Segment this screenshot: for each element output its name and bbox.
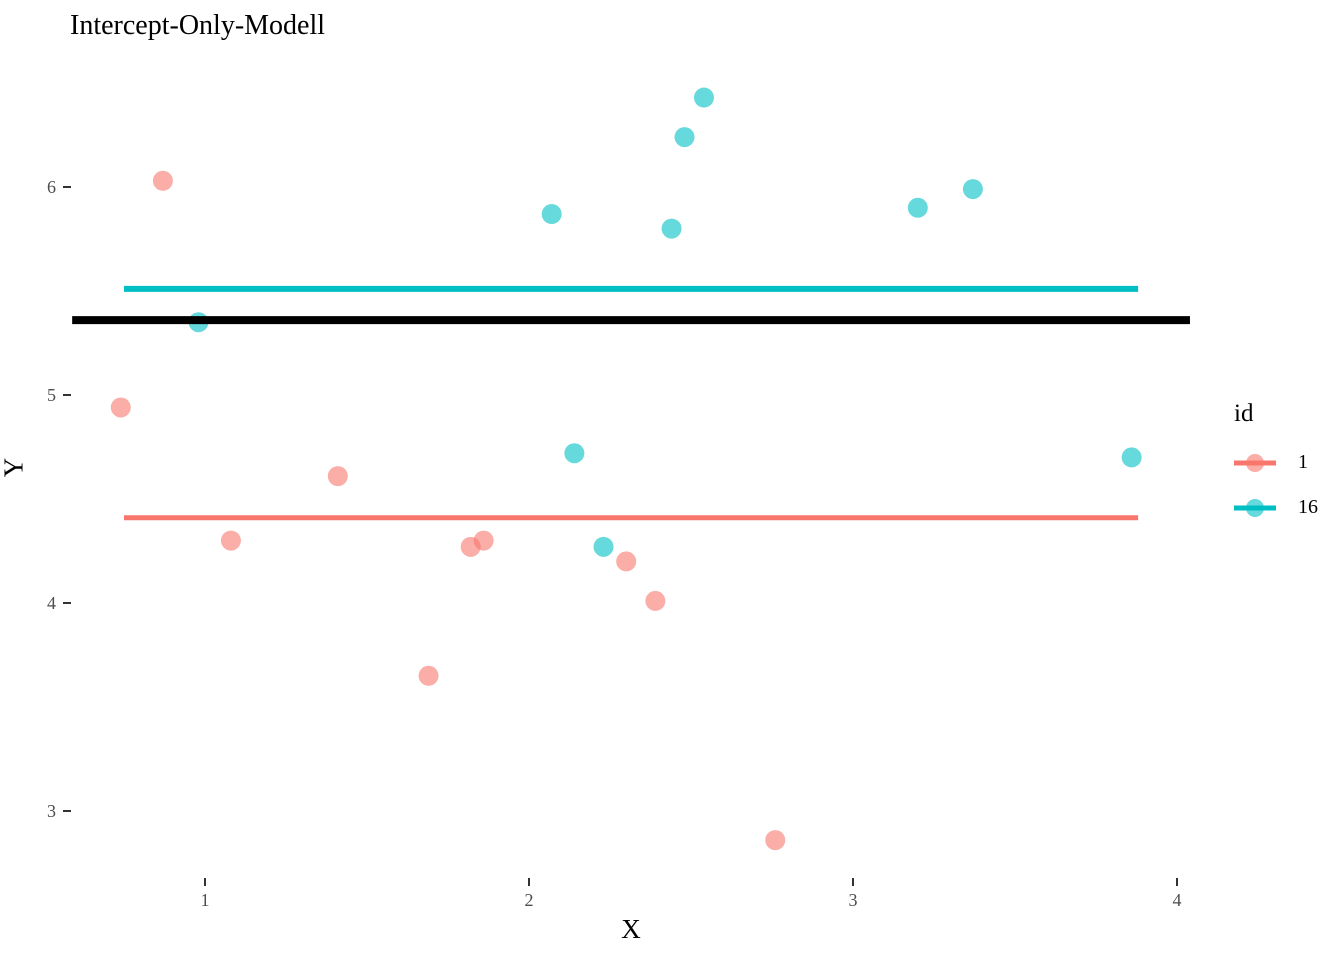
data-point-id-16 xyxy=(674,127,695,148)
data-point-id-1 xyxy=(616,551,637,572)
data-point-id-1 xyxy=(220,530,241,551)
x-axis-tick-label: 4 xyxy=(1173,890,1182,910)
y-axis-tick-label: 4 xyxy=(47,593,56,613)
data-point-id-1 xyxy=(645,590,666,611)
data-point-id-1 xyxy=(110,397,131,418)
legend-entry-id-16: 16 xyxy=(1228,485,1318,530)
x-axis-tick-label: 3 xyxy=(849,890,858,910)
x-axis-tick-label: 2 xyxy=(525,890,534,910)
y-axis-title: Y xyxy=(0,457,29,478)
data-point-id-16 xyxy=(541,204,562,225)
legend: id 1 16 xyxy=(1228,400,1318,530)
legend-key-id-1 xyxy=(1234,451,1276,475)
data-point-id-16 xyxy=(661,218,682,239)
legend-entry-label: 1 xyxy=(1298,451,1308,473)
legend-title: id xyxy=(1234,400,1254,427)
y-axis-tick-label: 3 xyxy=(47,801,56,821)
y-axis-tick-label: 6 xyxy=(47,177,56,197)
chart-title: Intercept-Only-Modell xyxy=(70,10,326,41)
data-point-id-1 xyxy=(152,170,173,191)
data-point-id-16 xyxy=(564,443,585,464)
y-axis-tick-label: 5 xyxy=(47,385,56,405)
data-point-id-16 xyxy=(962,179,983,200)
legend-key-id-16 xyxy=(1234,496,1276,520)
legend-key-glyph-16 xyxy=(1234,498,1276,517)
legend-entry-label: 16 xyxy=(1298,496,1318,518)
data-point-id-1 xyxy=(418,665,439,686)
data-point-id-16 xyxy=(907,197,928,218)
data-point-id-16 xyxy=(1121,447,1142,468)
x-axis-tick-label: 1 xyxy=(201,890,210,910)
data-point-id-16 xyxy=(693,87,714,108)
legend-entry-id-1: 1 xyxy=(1228,440,1318,485)
data-point-id-16 xyxy=(593,536,614,557)
data-point-id-1 xyxy=(473,530,494,551)
data-point-id-1 xyxy=(765,830,786,851)
legend-key-glyph-1 xyxy=(1234,453,1276,472)
data-point-id-1 xyxy=(327,466,348,487)
x-axis-title: X xyxy=(621,914,641,944)
